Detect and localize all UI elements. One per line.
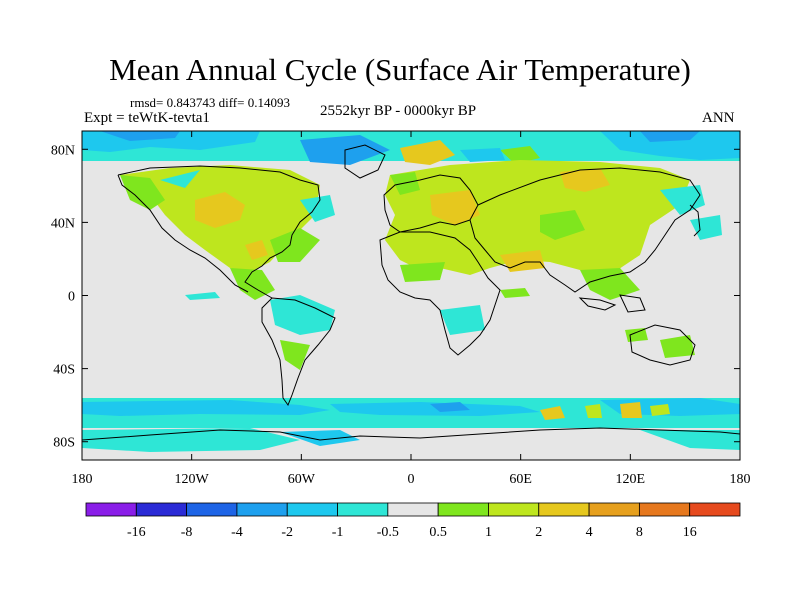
colorbar-swatch <box>638 502 691 517</box>
colorbar-swatch <box>186 502 238 517</box>
colorbar-label: -4 <box>231 525 243 540</box>
south-america-anomaly <box>185 292 335 370</box>
colorbar-label: 0.5 <box>429 525 447 540</box>
colorbar-label: -2 <box>281 525 293 540</box>
colorbar-label: -16 <box>127 525 146 540</box>
lon-tick-label: 60E <box>509 472 532 487</box>
southern-ocean-anomaly <box>82 398 740 460</box>
plot-title: Mean Annual Cycle (Surface Air Temperatu… <box>109 52 691 87</box>
colorbar-label: -8 <box>181 525 193 540</box>
asia-coast <box>469 167 701 293</box>
longitude-axis: 180 120W 60W 0 60E 120E 180 <box>72 131 751 487</box>
lat-tick-label: 40S <box>53 363 75 378</box>
colorbar-swatch <box>488 502 540 517</box>
map-area <box>82 131 740 460</box>
colorbar: -16 -8 -4 -2 -1 -0.5 0.5 1 2 4 8 16 <box>85 502 741 540</box>
colorbar-swatch <box>387 502 439 517</box>
greenland-coast <box>344 144 386 179</box>
colorbar-label: 1 <box>485 525 492 540</box>
lat-tick-label: 40N <box>51 216 75 231</box>
lon-tick-label: 120E <box>616 472 646 487</box>
south-america-coast <box>261 297 336 407</box>
lat-tick-label: 80N <box>51 143 75 158</box>
colorbar-swatch <box>337 502 389 517</box>
eurasia-africa-anomaly <box>385 160 722 358</box>
lat-tick-label: 80S <box>53 436 75 451</box>
africa-coast <box>379 231 501 356</box>
australia-coast <box>629 324 696 366</box>
colorbar-label: 16 <box>683 525 697 540</box>
lat-tick-label: 0 <box>68 290 75 305</box>
lon-tick-label: 180 <box>72 472 93 487</box>
colorbar-label: 8 <box>636 525 643 540</box>
period-label: 2552kyr BP - 0000kyr BP <box>320 103 477 119</box>
north-america-anomaly <box>120 165 335 300</box>
colorbar-swatch <box>588 502 640 517</box>
latitude-axis: 80N 40N 0 40S 80S <box>51 143 740 451</box>
colorbar-label: 2 <box>535 525 542 540</box>
experiment-label: Expt = teWtK-tevta1 <box>84 110 210 126</box>
coastlines <box>82 144 740 441</box>
colorbar-swatch <box>689 502 741 517</box>
colorbar-swatch <box>286 502 338 517</box>
colorbar-label: -1 <box>332 525 344 540</box>
colorbar-swatch <box>538 502 590 517</box>
stats-text: rmsd= 0.843743 diff= 0.14093 <box>130 95 290 110</box>
north-america-coast <box>117 165 321 299</box>
colorbar-label: 4 <box>586 525 593 540</box>
lon-tick-label: 60W <box>288 472 316 487</box>
colorbar-swatch <box>135 502 188 517</box>
colorbar-swatch <box>85 502 137 517</box>
colorbar-swatch <box>236 502 288 517</box>
season-label: ANN <box>702 110 735 126</box>
lon-tick-label: 120W <box>175 472 210 487</box>
antarctica-coast <box>82 427 740 441</box>
colorbar-label: -0.5 <box>377 525 399 540</box>
lon-tick-label: 180 <box>730 472 751 487</box>
lon-tick-label: 0 <box>408 472 415 487</box>
colorbar-swatch <box>437 502 489 517</box>
